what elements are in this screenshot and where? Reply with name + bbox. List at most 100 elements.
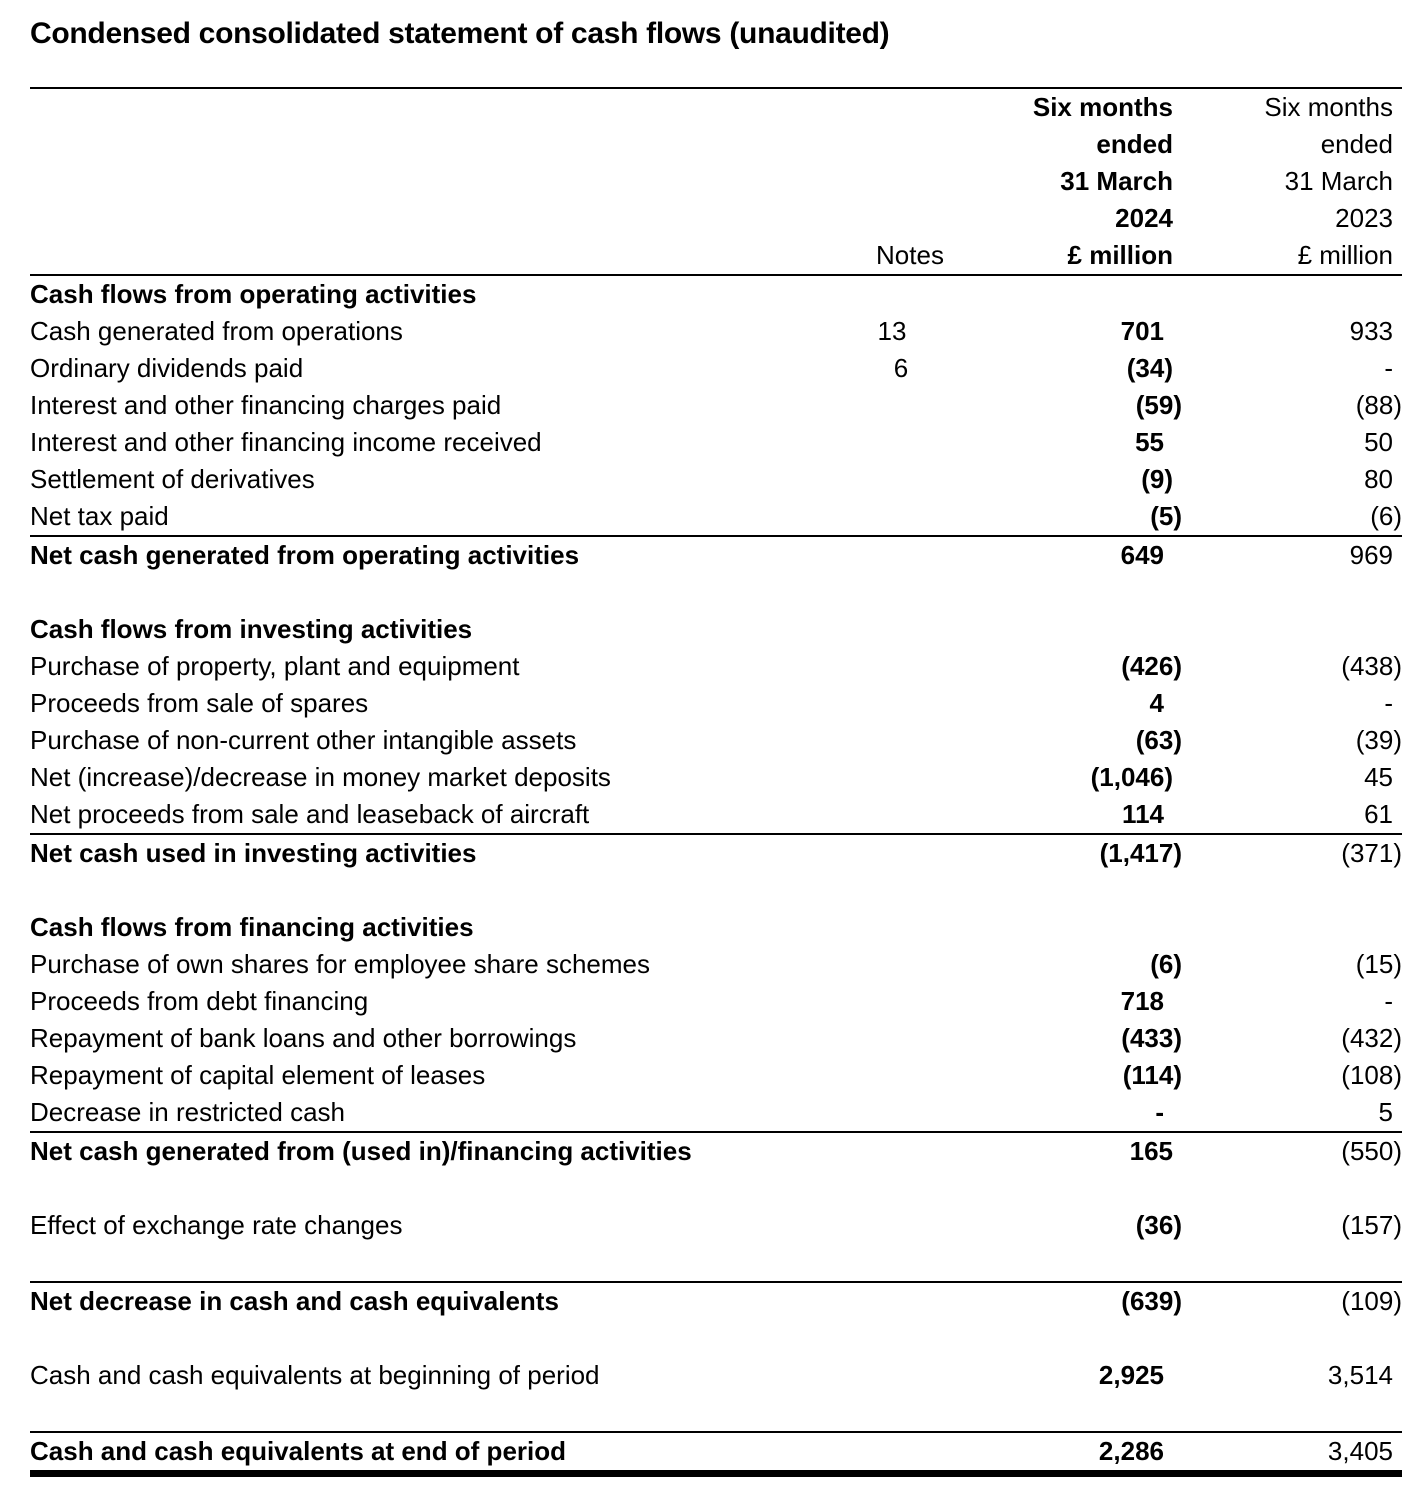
top-rule: [30, 87, 1402, 89]
row-label: Proceeds from sale of spares: [30, 688, 369, 718]
value-2024: (9): [1141, 464, 1173, 494]
table-row: Ordinary dividends paid 6 (34) -: [30, 350, 1402, 387]
value-2023: 933: [1349, 316, 1393, 346]
note-reference: [850, 498, 970, 535]
note-reference: [850, 835, 970, 872]
value-2024: (59): [1135, 390, 1182, 420]
rule: [30, 1281, 1402, 1283]
value-2024: (433): [1121, 1023, 1182, 1053]
header-2023-column: Six months ended 31 March 2023 £ million: [1182, 89, 1402, 274]
row-label: Net proceeds from sale and leaseback of …: [30, 799, 590, 829]
table-row: Net decrease in cash and cash equivalent…: [30, 1283, 1402, 1320]
row-label: Repayment of capital element of leases: [30, 1060, 486, 1090]
spacer-row: [30, 872, 1402, 909]
value-2024: (114): [1122, 1060, 1182, 1090]
table-row: Effect of exchange rate changes (36) (157): [30, 1207, 1402, 1244]
note-reference: [850, 648, 970, 685]
table-header: Notes Six months ended 31 March 2024 £ m…: [30, 89, 1402, 274]
value-2024: [952, 909, 1173, 946]
row-label: Net tax paid: [30, 501, 169, 531]
note-reference: [850, 722, 970, 759]
row-label: Interest and other financing income rece…: [30, 427, 542, 457]
value-2023: -: [1384, 986, 1393, 1016]
value-2024: 55: [1135, 427, 1164, 457]
row-label: Purchase of non-current other intangible…: [30, 725, 577, 755]
row-label: Effect of exchange rate changes: [30, 1210, 403, 1240]
value-2023: (88): [1355, 390, 1402, 420]
value-2024: 718: [1120, 986, 1164, 1016]
header-2023-line: 2023: [1335, 203, 1393, 233]
note-reference: [850, 387, 970, 424]
header-rule: [30, 274, 1402, 276]
value-2024: (34): [1126, 353, 1173, 383]
value-2024: (63): [1135, 725, 1182, 755]
table-row: Cash generated from operations 13 701 933: [30, 313, 1402, 350]
spacer-row: [30, 1394, 1402, 1431]
value-2023: (108): [1341, 1060, 1402, 1090]
value-2023: [1173, 276, 1402, 313]
value-2023: (15): [1355, 949, 1402, 979]
table-row: Purchase of own shares for employee shar…: [30, 946, 1402, 983]
header-2024-line: 2024: [1115, 203, 1173, 233]
note-reference: 13: [877, 316, 907, 346]
table-row: Net proceeds from sale and leaseback of …: [30, 796, 1402, 833]
note-reference: [832, 1433, 952, 1470]
note-reference: [841, 1133, 961, 1170]
table-row: Repayment of bank loans and other borrow…: [30, 1020, 1402, 1057]
row-label: Repayment of bank loans and other borrow…: [30, 1023, 577, 1053]
note-reference: [832, 424, 952, 461]
table-row: Purchase of non-current other intangible…: [30, 722, 1402, 759]
section-label: Cash flows from financing activities: [30, 912, 474, 942]
value-2024: 2,925: [1098, 1360, 1164, 1390]
value-2023: (438): [1341, 651, 1402, 681]
value-2023: 80: [1364, 464, 1393, 494]
row-label: Settlement of derivatives: [30, 464, 315, 494]
table-row: Net cash generated from (used in)/financ…: [30, 1133, 1402, 1170]
spacer-row: [30, 1170, 1402, 1207]
page-title: Condensed consolidated statement of cash…: [30, 17, 890, 50]
value-2024: 165: [1129, 1136, 1173, 1166]
value-2023: 50: [1364, 427, 1393, 457]
row-label: Interest and other financing charges pai…: [30, 390, 502, 420]
section-label: Cash flows from investing activities: [30, 614, 473, 644]
row-label: Cash and cash equivalents at beginning o…: [30, 1360, 600, 1390]
value-2024: (36): [1135, 1210, 1182, 1240]
table-body: Cash flows from operating activities Cash…: [30, 276, 1402, 1477]
value-2023: (432): [1341, 1023, 1402, 1053]
value-2024: [952, 611, 1173, 648]
note-reference: [850, 946, 970, 983]
spacer-row: [30, 1244, 1402, 1281]
section-label: Cash flows from operating activities: [30, 279, 477, 309]
note-reference: 6: [893, 353, 909, 383]
header-2024-line: ended: [1096, 129, 1173, 159]
header-2023-line: ended: [1320, 129, 1393, 159]
header-notes-column: Notes: [850, 89, 970, 274]
rule: [30, 1431, 1402, 1433]
value-2023: (157): [1341, 1210, 1402, 1240]
note-reference: [850, 1207, 970, 1244]
row-label: Net (increase)/decrease in money market …: [30, 762, 611, 792]
value-2023: 45: [1364, 762, 1393, 792]
table-row: Interest and other financing charges pai…: [30, 387, 1402, 424]
table-row: Cash flows from financing activities: [30, 909, 1402, 946]
table-row: Proceeds from sale of spares 4 -: [30, 685, 1402, 722]
header-2023-line: £ million: [1297, 240, 1393, 270]
table-row: Cash and cash equivalents at end of peri…: [30, 1433, 1402, 1470]
bottom-thick-rule: [30, 1470, 1402, 1477]
table-row: Decrease in restricted cash - 5: [30, 1094, 1402, 1131]
value-2023: -: [1384, 353, 1393, 383]
table-row: Net cash generated from operating activi…: [30, 537, 1402, 574]
value-2024: 114: [1122, 799, 1164, 829]
note-reference: [841, 461, 961, 498]
note-reference: [832, 276, 952, 313]
note-reference: [841, 759, 961, 796]
row-label: Purchase of property, plant and equipmen…: [30, 651, 520, 681]
value-2024: -: [1155, 1097, 1164, 1127]
total-label: Net cash generated from (used in)/financ…: [30, 1136, 692, 1166]
notes-column-header: Notes: [876, 240, 944, 270]
header-2024-column: Six months ended 31 March 2024 £ million: [970, 89, 1182, 274]
value-2023: 61: [1364, 799, 1393, 829]
rule: [30, 535, 1402, 537]
value-2023: [1173, 611, 1402, 648]
header-2023-line: Six months: [1264, 92, 1393, 122]
